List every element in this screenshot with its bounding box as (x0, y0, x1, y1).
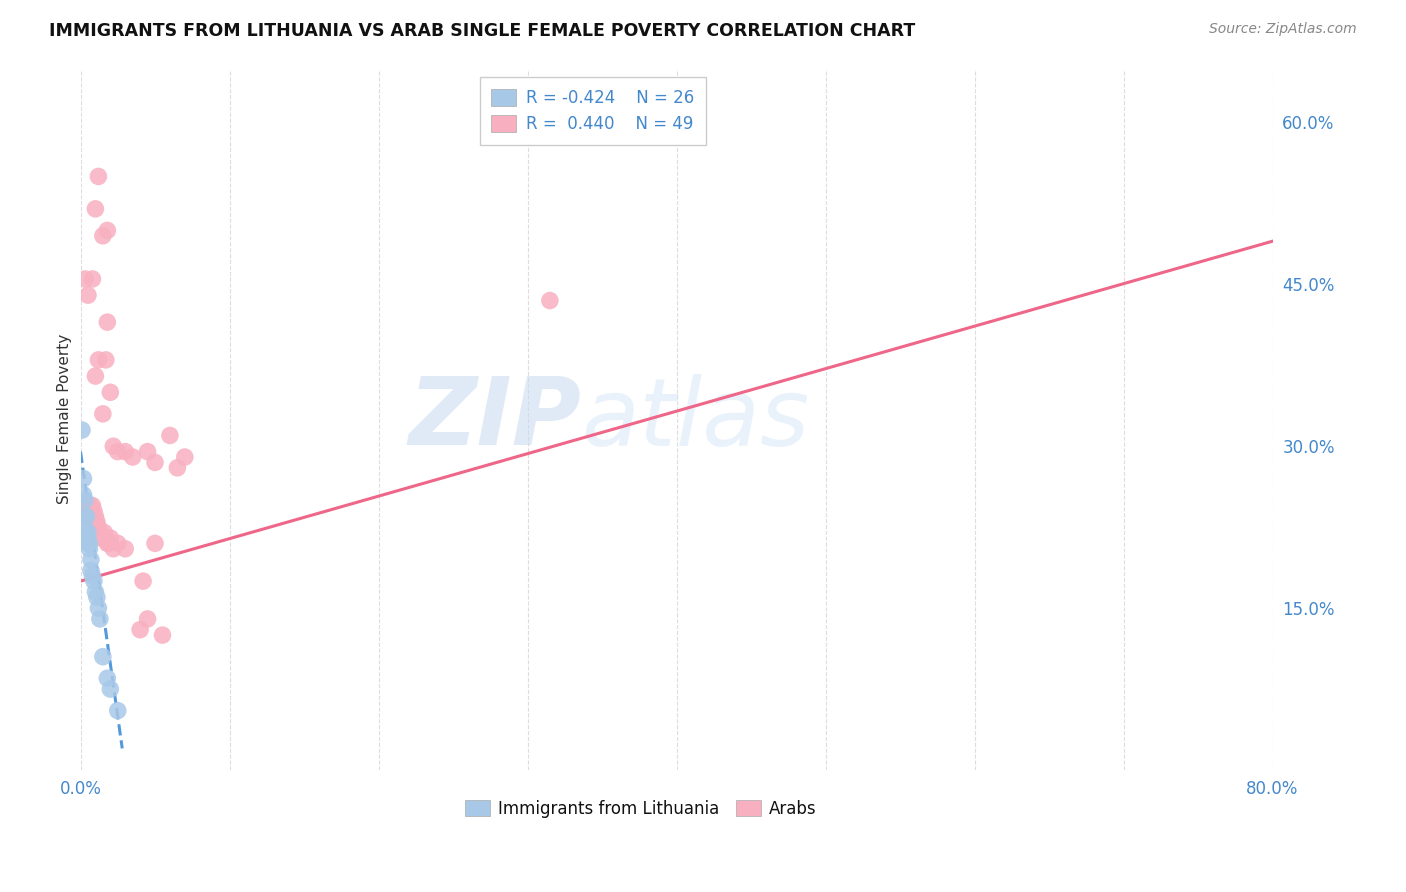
Point (73, 509, 96, 524)
Point (159, 428, 181, 442)
Point (79, 541, 101, 556)
Point (143, 455, 166, 469)
Point (76, 509, 98, 524)
Point (103, 541, 125, 556)
Point (93, 525, 115, 540)
Point (87, 520, 110, 534)
Point (82, 272, 104, 286)
Point (76, 531, 98, 545)
Point (87, 601, 110, 615)
Point (77, 536, 100, 550)
Point (76, 525, 98, 540)
Point (90, 531, 112, 545)
Point (96, 671, 118, 685)
Point (84, 202, 107, 216)
Point (70, 423, 93, 437)
Point (87, 169, 110, 184)
Point (72, 472, 94, 486)
Point (84, 509, 107, 524)
Point (83, 574, 105, 589)
Point (91, 649, 114, 664)
Point (72, 488, 94, 502)
Point (143, 536, 166, 550)
Point (166, 460, 188, 475)
Point (136, 612, 159, 626)
Point (86, 591, 108, 605)
Point (80, 499, 103, 513)
Point (80, 552, 103, 566)
Point (79, 509, 101, 524)
Point (94, 352, 117, 367)
Point (89, 525, 111, 540)
Point (107, 444, 129, 458)
Point (114, 444, 136, 458)
Point (73, 272, 96, 286)
Point (538, 293, 561, 308)
Point (91, 228, 114, 243)
Point (84, 585, 107, 599)
Point (96, 223, 118, 237)
Point (73, 520, 96, 534)
Point (94, 531, 117, 545)
Point (98, 531, 121, 545)
Point (80, 563, 103, 577)
Point (77, 531, 100, 545)
Point (96, 536, 118, 550)
Point (76, 509, 98, 524)
Point (91, 407, 114, 421)
Point (84, 369, 107, 384)
Text: ZIP: ZIP (408, 373, 581, 466)
Point (132, 574, 155, 589)
Point (87, 352, 110, 367)
Point (97, 536, 120, 550)
Point (152, 628, 174, 642)
Point (73, 493, 96, 508)
Point (77, 525, 100, 540)
Y-axis label: Single Female Poverty: Single Female Poverty (58, 334, 72, 504)
Point (121, 450, 143, 464)
Point (136, 444, 159, 458)
Point (96, 315, 118, 329)
Point (103, 439, 125, 453)
Text: atlas: atlas (581, 374, 810, 465)
Point (73, 499, 96, 513)
Point (173, 450, 195, 464)
Point (114, 541, 136, 556)
Text: Source: ZipAtlas.com: Source: ZipAtlas.com (1209, 22, 1357, 37)
Legend: Immigrants from Lithuania, Arabs: Immigrants from Lithuania, Arabs (458, 794, 824, 825)
Point (107, 704, 129, 718)
Point (86, 515, 108, 529)
Point (89, 612, 111, 626)
Point (98, 681, 121, 696)
Point (91, 531, 114, 545)
Point (82, 568, 104, 582)
Point (83, 504, 105, 518)
Point (79, 536, 101, 550)
Point (77, 288, 100, 302)
Text: IMMIGRANTS FROM LITHUANIA VS ARAB SINGLE FEMALE POVERTY CORRELATION CHART: IMMIGRANTS FROM LITHUANIA VS ARAB SINGLE… (49, 22, 915, 40)
Point (77, 499, 100, 513)
Point (82, 499, 104, 513)
Point (129, 623, 152, 637)
Point (98, 385, 121, 400)
Point (107, 536, 129, 550)
